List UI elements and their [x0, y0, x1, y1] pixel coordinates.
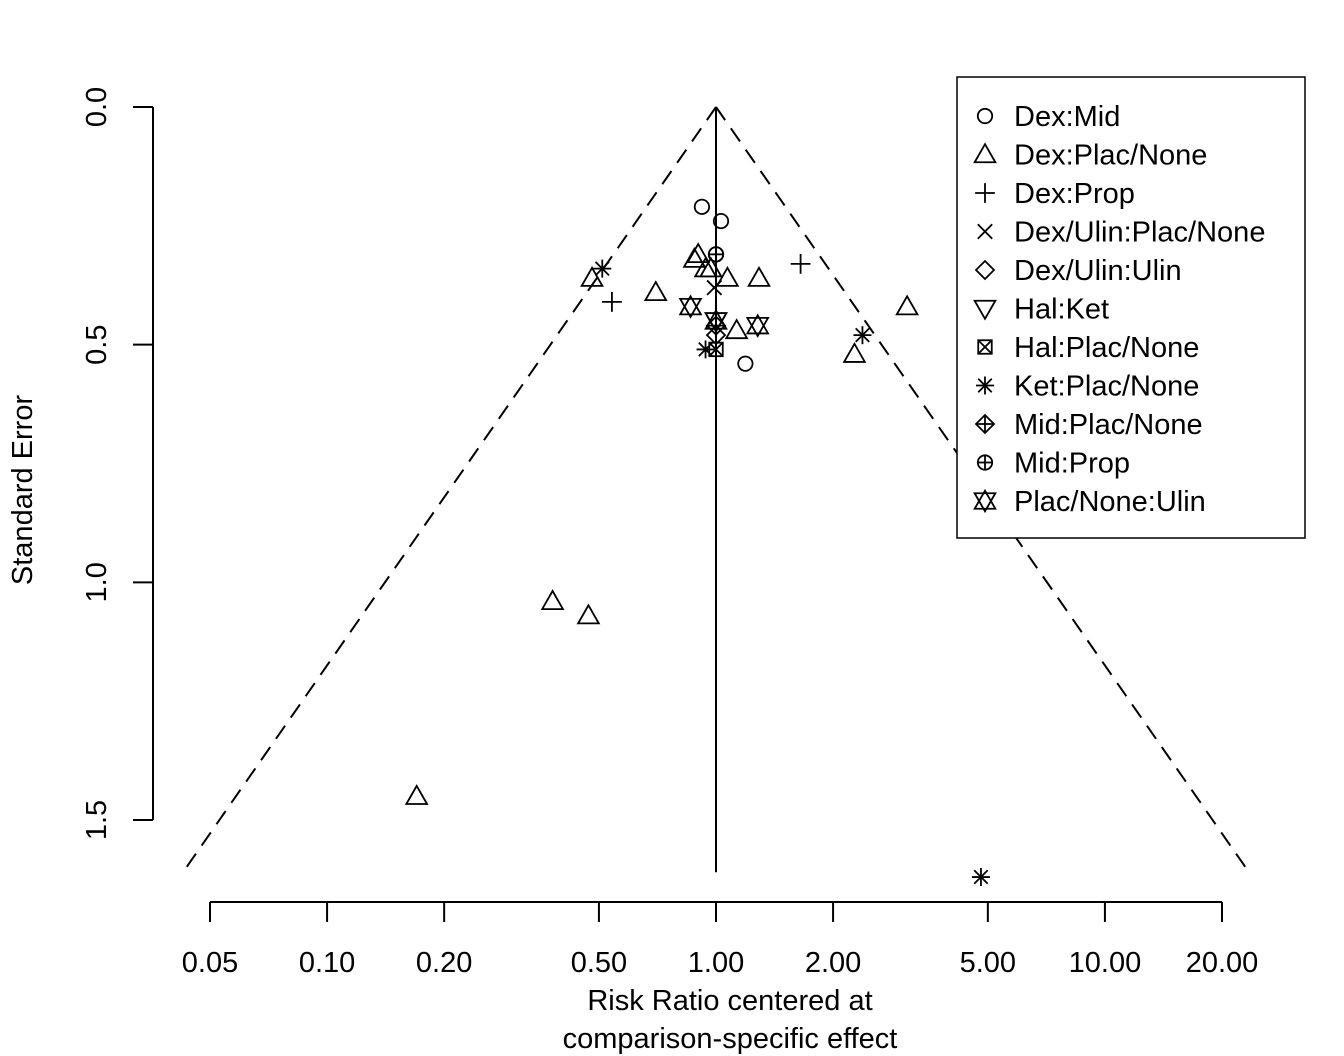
funnel-left-line	[182, 106, 717, 873]
legend-label: Dex:Mid	[1014, 101, 1120, 133]
legend-box	[956, 76, 1306, 539]
point-series-0	[712, 212, 730, 230]
legend-marker	[976, 454, 994, 471]
legend-marker	[976, 107, 994, 125]
point-series-1	[580, 265, 604, 287]
point-series-0	[737, 355, 754, 372]
legend-marker	[974, 413, 996, 435]
point-series-1	[842, 342, 867, 363]
legend-marker	[975, 183, 995, 203]
y-tick-label: 0.0	[81, 87, 113, 127]
point-series-3	[706, 279, 723, 296]
x-tick-label: 0.50	[571, 947, 627, 979]
y-axis: 0.0 0.5 1.0 1.5	[81, 87, 154, 840]
point-series-10	[745, 313, 770, 338]
point-series-1	[682, 246, 707, 268]
point-series-1	[698, 256, 723, 278]
point-series-1	[540, 589, 565, 611]
point-series-1	[404, 784, 429, 805]
point-series-1	[715, 265, 740, 287]
point-series-7	[593, 259, 612, 278]
point-series-10	[678, 294, 703, 319]
x-tick-label: 2.00	[805, 947, 861, 979]
legend-label: Mid:Prop	[1014, 448, 1130, 480]
point-series-1	[747, 265, 771, 287]
y-tick-label: 1.0	[81, 562, 113, 602]
point-series-2	[790, 253, 811, 274]
x-tick-label: 0.20	[416, 947, 472, 979]
point-series-1	[643, 280, 668, 302]
point-series-9	[707, 246, 725, 263]
legend: Dex:Mid Dex:Plac/None Dex:Prop Dex/Ulin:Pla…	[956, 76, 1306, 539]
legend-label: Hal:Plac/None	[1014, 332, 1199, 364]
point-series-2	[602, 291, 622, 312]
legend-label: Dex:Plac/None	[1014, 140, 1207, 172]
legend-marker	[974, 259, 996, 281]
point-series-0	[693, 198, 711, 215]
legend-label: Dex/Ulin:Plac/None	[1014, 217, 1265, 249]
x-axis-label-line-1: Risk Ratio centered at	[587, 985, 872, 1017]
point-series-7	[853, 326, 872, 345]
legend-label: Mid:Plac/None	[1014, 409, 1203, 441]
x-tick-label: 1.00	[688, 947, 744, 979]
point-series-1	[724, 318, 749, 340]
legend-label: Dex:Prop	[1014, 178, 1135, 210]
y-tick-label: 1.5	[81, 800, 113, 840]
legend-marker	[977, 339, 993, 355]
legend-marker	[973, 299, 997, 321]
x-axis: 0.05 0.10 0.20 0.50 1.00 2.00 5.00 10.00 20.00	[182, 901, 1259, 979]
legend-label: Dex/Ulin:Ulin	[1014, 255, 1182, 287]
legend-marker	[973, 488, 997, 514]
legend-marker	[977, 223, 993, 240]
legend-marker	[973, 142, 997, 164]
x-axis-label-line-2: comparison-specific effect	[563, 1023, 898, 1055]
x-tick-label: 0.05	[182, 947, 238, 979]
point-series-4	[705, 324, 727, 346]
legend-label: Hal:Ket	[1014, 294, 1109, 326]
data-points	[404, 198, 990, 887]
point-series-1	[895, 294, 920, 316]
legend-label: Plac/None:Ulin	[1014, 486, 1206, 518]
x-tick-label: 20.00	[1186, 947, 1259, 979]
point-series-7	[696, 340, 715, 359]
point-series-10	[704, 308, 728, 334]
x-tick-label: 0.10	[299, 947, 355, 979]
legend-marker	[976, 376, 994, 395]
point-series-1	[576, 603, 601, 625]
x-tick-label: 10.00	[1069, 947, 1142, 979]
x-tick-label: 5.00	[960, 947, 1016, 979]
y-axis-label: Standard Error	[7, 395, 39, 586]
y-tick-label: 0.5	[81, 325, 113, 365]
point-series-7	[971, 868, 990, 887]
point-series-1	[686, 242, 711, 264]
legend-label: Ket:Plac/None	[1014, 371, 1199, 403]
